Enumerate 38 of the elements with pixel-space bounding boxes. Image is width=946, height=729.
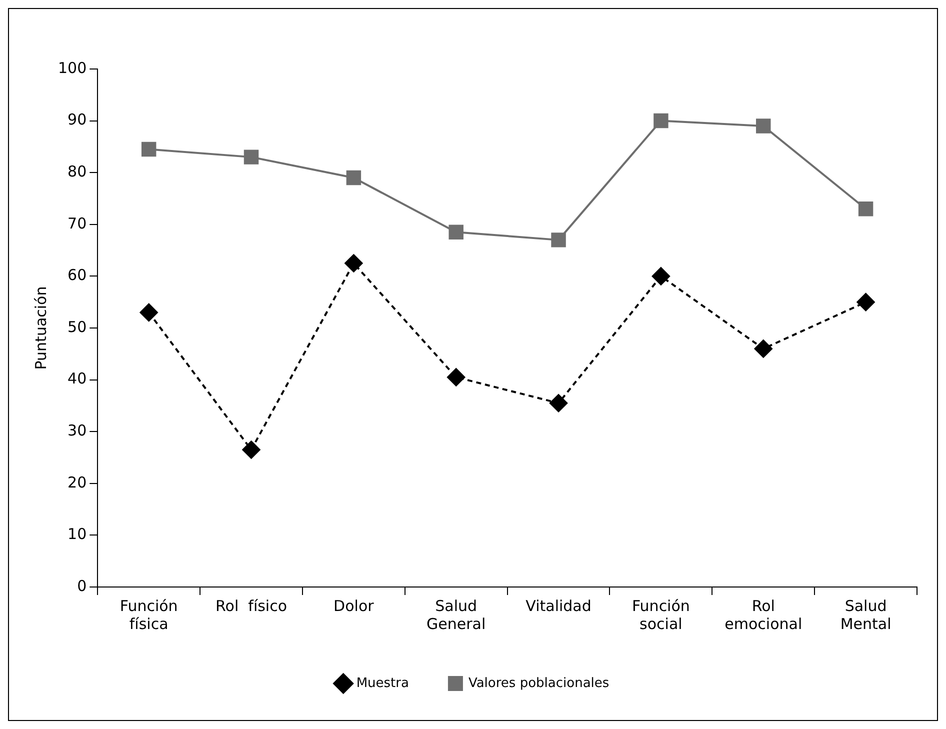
point <box>654 113 668 128</box>
y-axis-title: Puntuación <box>32 286 50 370</box>
y-tick-label: 20 <box>68 473 87 492</box>
legend-label: Muestra <box>356 676 409 691</box>
point <box>652 267 670 286</box>
x-tick-label: Función física <box>120 596 178 633</box>
point <box>140 303 158 322</box>
x-tick-label: Rol físico <box>216 596 288 615</box>
y-tick-label: 0 <box>77 576 87 595</box>
point <box>551 232 566 248</box>
point <box>141 142 156 157</box>
point <box>756 118 771 134</box>
point <box>344 254 363 272</box>
x-tick-label: Vitalidad <box>526 596 592 615</box>
y-tick-label: 100 <box>58 58 87 77</box>
point <box>856 293 875 312</box>
y-tick-label: 60 <box>68 266 87 284</box>
x-tick-label: Salud Mental <box>840 596 892 633</box>
x-tick-label: Función social <box>632 596 690 633</box>
y-tick-label: 40 <box>68 370 87 388</box>
point <box>754 340 772 358</box>
point <box>346 170 362 186</box>
x-tick-label: Salud General <box>426 596 486 633</box>
x-tick-label: Rol emocional <box>724 596 802 633</box>
y-tick-label: 30 <box>68 421 87 440</box>
point <box>448 224 464 240</box>
y-tick-label: 90 <box>68 110 87 129</box>
x-tick-label: Dolor <box>334 596 375 615</box>
point <box>858 201 874 216</box>
point <box>447 368 466 386</box>
legend-label: Valores poblacionales <box>468 676 610 691</box>
point <box>550 394 568 412</box>
y-tick-label: 50 <box>68 318 87 336</box>
y-tick-label: 10 <box>68 525 87 544</box>
point <box>244 150 259 164</box>
y-tick-label: 70 <box>68 214 87 232</box>
point <box>242 440 260 459</box>
y-tick-label: 80 <box>68 162 87 180</box>
